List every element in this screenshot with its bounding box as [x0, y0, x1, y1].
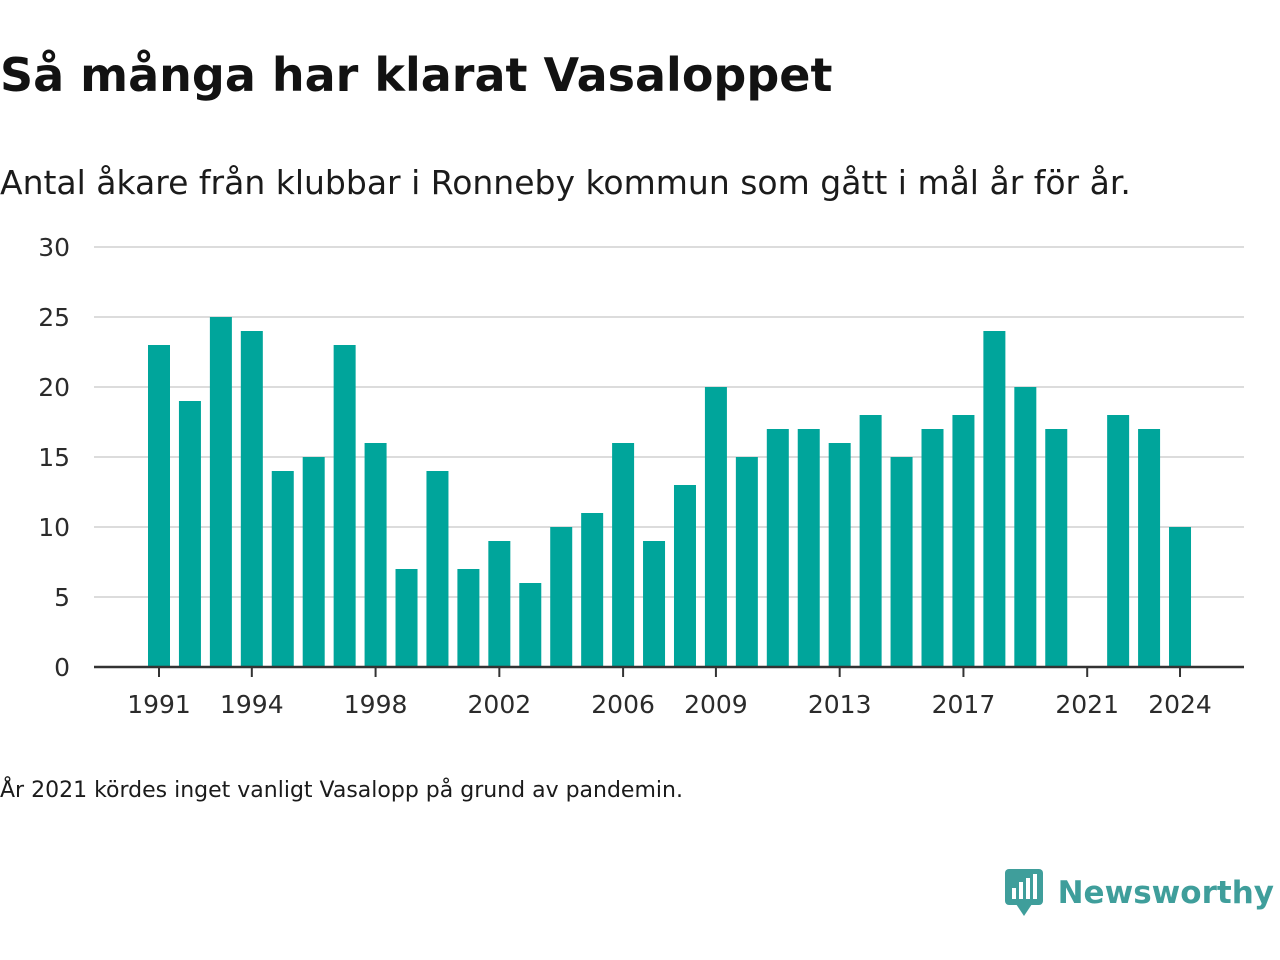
bar-2001 — [457, 569, 480, 667]
footnote: År 2021 kördes inget vanligt Vasalopp på… — [0, 778, 683, 803]
x-tick-label: 2024 — [1148, 690, 1212, 719]
bar-1993 — [209, 317, 232, 667]
y-tick-label: 10 — [38, 513, 70, 542]
bar-2006 — [612, 443, 635, 667]
bar-1999 — [395, 569, 418, 667]
bar-2019 — [1014, 387, 1037, 667]
x-tick-label: 2013 — [808, 690, 872, 719]
y-tick-label: 30 — [38, 233, 70, 262]
x-tick-label: 2002 — [468, 690, 532, 719]
bar-2023 — [1138, 429, 1161, 667]
brand-name: Newsworthy — [1057, 875, 1274, 911]
y-tick-label: 0 — [54, 653, 70, 682]
bar-2015 — [890, 457, 913, 667]
bar-2017 — [952, 415, 975, 667]
bar-2004 — [550, 527, 573, 667]
bar-1995 — [271, 471, 294, 667]
y-tick-label: 15 — [38, 443, 70, 472]
bar-2016 — [921, 429, 944, 667]
gridlines — [94, 246, 1244, 598]
bar-2002 — [488, 541, 511, 667]
bar-2024 — [1169, 527, 1192, 667]
y-axis-ticks: 0 5 10 15 20 25 30 — [38, 233, 70, 682]
bar-1992 — [178, 401, 201, 667]
y-tick-label: 5 — [54, 583, 70, 612]
bar-1991 — [148, 345, 170, 667]
newsworthy-logo-icon — [1004, 869, 1043, 916]
bar-2020 — [1045, 429, 1068, 667]
bar-1998 — [364, 443, 387, 667]
x-tick-label: 2021 — [1055, 690, 1119, 719]
bar-1996 — [302, 457, 325, 667]
bar-2000 — [426, 471, 449, 667]
bar-2022 — [1107, 415, 1130, 667]
bars — [148, 317, 1192, 667]
x-axis: 1991 1994 1998 2002 2006 2009 2013 2017 2021 2024 — [94, 665, 1244, 719]
x-tick-label: 1998 — [344, 690, 408, 719]
bar-chart: 0 5 10 15 20 25 30 1991 1994 1998 2002 2006 2009 201… — [38, 233, 1244, 719]
bar-2008 — [673, 485, 696, 667]
bar-2010 — [735, 457, 758, 667]
bar-2012 — [797, 429, 820, 667]
bar-2005 — [581, 513, 604, 667]
x-tick-label: 2006 — [591, 690, 655, 719]
y-tick-label: 25 — [38, 303, 70, 332]
bar-2014 — [859, 415, 882, 667]
y-tick-label: 20 — [38, 373, 70, 402]
x-tick-label: 1991 — [127, 690, 191, 719]
x-tick-label: 2009 — [684, 690, 748, 719]
bar-2003 — [519, 583, 542, 667]
newsworthy-brand[interactable]: Newsworthy — [1004, 868, 1274, 918]
bar-2013 — [828, 443, 851, 667]
bar-2009 — [704, 387, 727, 667]
bar-1994 — [240, 331, 263, 667]
chart-title: Så många har klarat Vasaloppet — [0, 48, 833, 102]
bar-1997 — [333, 345, 356, 667]
bar-2018 — [983, 331, 1006, 667]
x-tick-label: 1994 — [220, 690, 284, 719]
x-tick-label: 2017 — [932, 690, 996, 719]
bar-2011 — [766, 429, 789, 667]
bar-2007 — [643, 541, 666, 667]
chart-subtitle: Antal åkare från klubbar i Ronneby kommu… — [0, 163, 1131, 202]
